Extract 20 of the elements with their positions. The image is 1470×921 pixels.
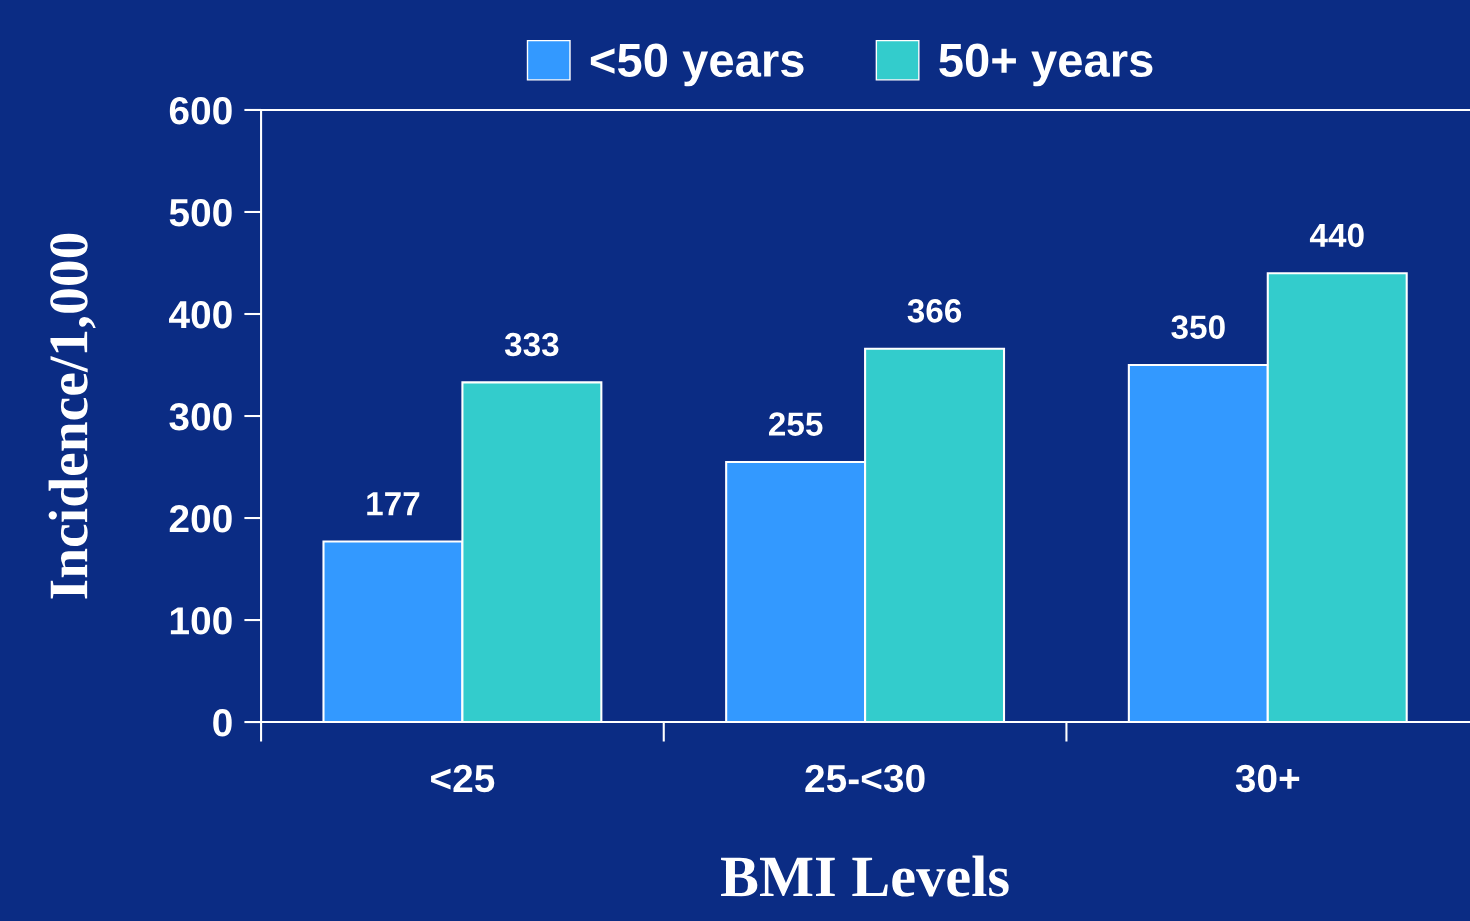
y-tick-label: 600 [169,96,232,125]
y-tick-label: 100 [170,606,232,635]
x-tick-label: <25 [431,764,495,793]
y-tick-label: 300 [169,402,232,431]
y-axis-title: Incidence/1,000 [48,233,96,599]
legend-label: 50+ years [939,43,1153,87]
y-tick-label: 200 [169,504,232,533]
x-axis-title: BMI Levels [721,855,1009,897]
data-label: 350 [1171,315,1225,340]
data-label: 333 [504,332,559,357]
y-tick-label: 0 [213,709,232,737]
data-label: 255 [768,412,823,436]
legend-label: <50 years [590,43,804,87]
x-tick-label: 30+ [1235,764,1300,793]
data-label: 366 [907,299,962,323]
data-label: 440 [1309,223,1364,248]
x-tick-label: 25-<30 [805,764,925,793]
y-tick-label: 400 [169,300,232,329]
data-label: 177 [367,492,420,516]
y-tick-label: 500 [169,198,232,227]
